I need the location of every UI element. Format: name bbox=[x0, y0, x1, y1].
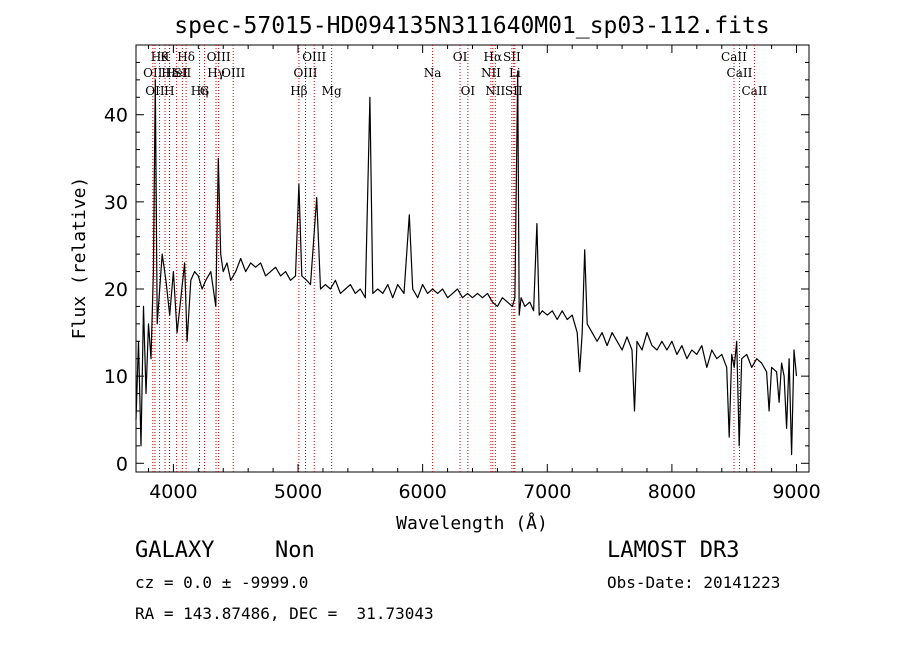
y-tick-label-1: 10 bbox=[104, 366, 128, 388]
line-marker-label-16: OIII bbox=[302, 50, 326, 64]
line-marker-label-8: Hδ bbox=[177, 50, 195, 64]
chart-title: spec-57015-HD094135N311640M01_sp03-112.f… bbox=[174, 13, 769, 39]
line-marker-label-18: Na bbox=[424, 66, 442, 80]
line-marker-label-11: Hγ bbox=[207, 66, 225, 80]
line-marker-label-23: NII bbox=[485, 84, 505, 98]
x-tick-label-1: 5000 bbox=[274, 481, 322, 503]
line-marker-label-25: Li bbox=[509, 66, 521, 80]
line-marker-label-21: NII bbox=[481, 66, 501, 80]
line-marker-label-10: G bbox=[200, 84, 210, 98]
line-marker-label-13: OIII bbox=[221, 66, 245, 80]
observation-date: Obs-Date: 20141223 bbox=[607, 573, 781, 592]
x-tick-label-3: 7000 bbox=[523, 481, 571, 503]
object-class: GALAXY bbox=[135, 538, 215, 563]
object-subclass: Non bbox=[275, 538, 315, 563]
survey-name: LAMOST DR3 bbox=[607, 538, 740, 563]
line-marker-label-22: Hα bbox=[484, 50, 503, 64]
line-marker-label-5: Hε bbox=[161, 66, 178, 80]
line-marker-label-14: Hβ bbox=[290, 84, 307, 98]
line-marker-label-28: CaII bbox=[727, 66, 753, 80]
line-marker-label-26: SII bbox=[505, 84, 523, 98]
spectrum-line-0 bbox=[135, 70, 798, 456]
plot-frame bbox=[135, 44, 810, 473]
x-tick-label-5: 9000 bbox=[772, 481, 820, 503]
line-marker-label-9: Hη bbox=[191, 84, 209, 98]
line-markers: OIIOIIHθKHHεHeISIIHδHηGHγOIIIOIIIHβOIIIO… bbox=[143, 45, 768, 472]
y-axis-label: Flux (relative) bbox=[69, 177, 90, 340]
y-tick-label-0: 0 bbox=[116, 453, 128, 475]
axis-ticks: 4000 5000 6000 7000 8000 9000 0 10 20 30 40 bbox=[104, 45, 821, 503]
y-tick-label-3: 30 bbox=[104, 192, 128, 214]
line-marker-label-15: OIII bbox=[293, 66, 317, 80]
x-axis-label: Wavelength (Å) bbox=[396, 512, 548, 534]
line-marker-label-24: SII bbox=[503, 50, 521, 64]
line-marker-label-29: CaII bbox=[741, 84, 767, 98]
x-tick-label-4: 8000 bbox=[648, 481, 696, 503]
line-marker-label-19: OI bbox=[453, 50, 468, 64]
spectrum-chart: spec-57015-HD094135N311640M01_sp03-112.f… bbox=[69, 13, 821, 534]
line-marker-label-2: Hθ bbox=[151, 50, 169, 64]
y-tick-label-4: 40 bbox=[104, 105, 128, 127]
line-marker-label-3: K bbox=[161, 50, 171, 64]
line-marker-label-12: OIII bbox=[207, 50, 231, 64]
line-marker-label-27: CaII bbox=[721, 50, 747, 64]
x-tick-label-2: 6000 bbox=[398, 481, 446, 503]
line-marker-label-0: OII bbox=[143, 66, 163, 80]
coordinates: RA = 143.87486, DEC = 31.73043 bbox=[135, 604, 434, 623]
line-marker-label-20: OI bbox=[461, 84, 476, 98]
redshift-value: cz = 0.0 ± -9999.0 bbox=[135, 573, 309, 592]
line-marker-label-17: Mg bbox=[322, 84, 342, 98]
y-tick-label-2: 20 bbox=[104, 279, 128, 301]
x-tick-label-0: 4000 bbox=[149, 481, 197, 503]
spectrum-series bbox=[135, 70, 798, 456]
line-marker-label-7: SII bbox=[174, 66, 192, 80]
